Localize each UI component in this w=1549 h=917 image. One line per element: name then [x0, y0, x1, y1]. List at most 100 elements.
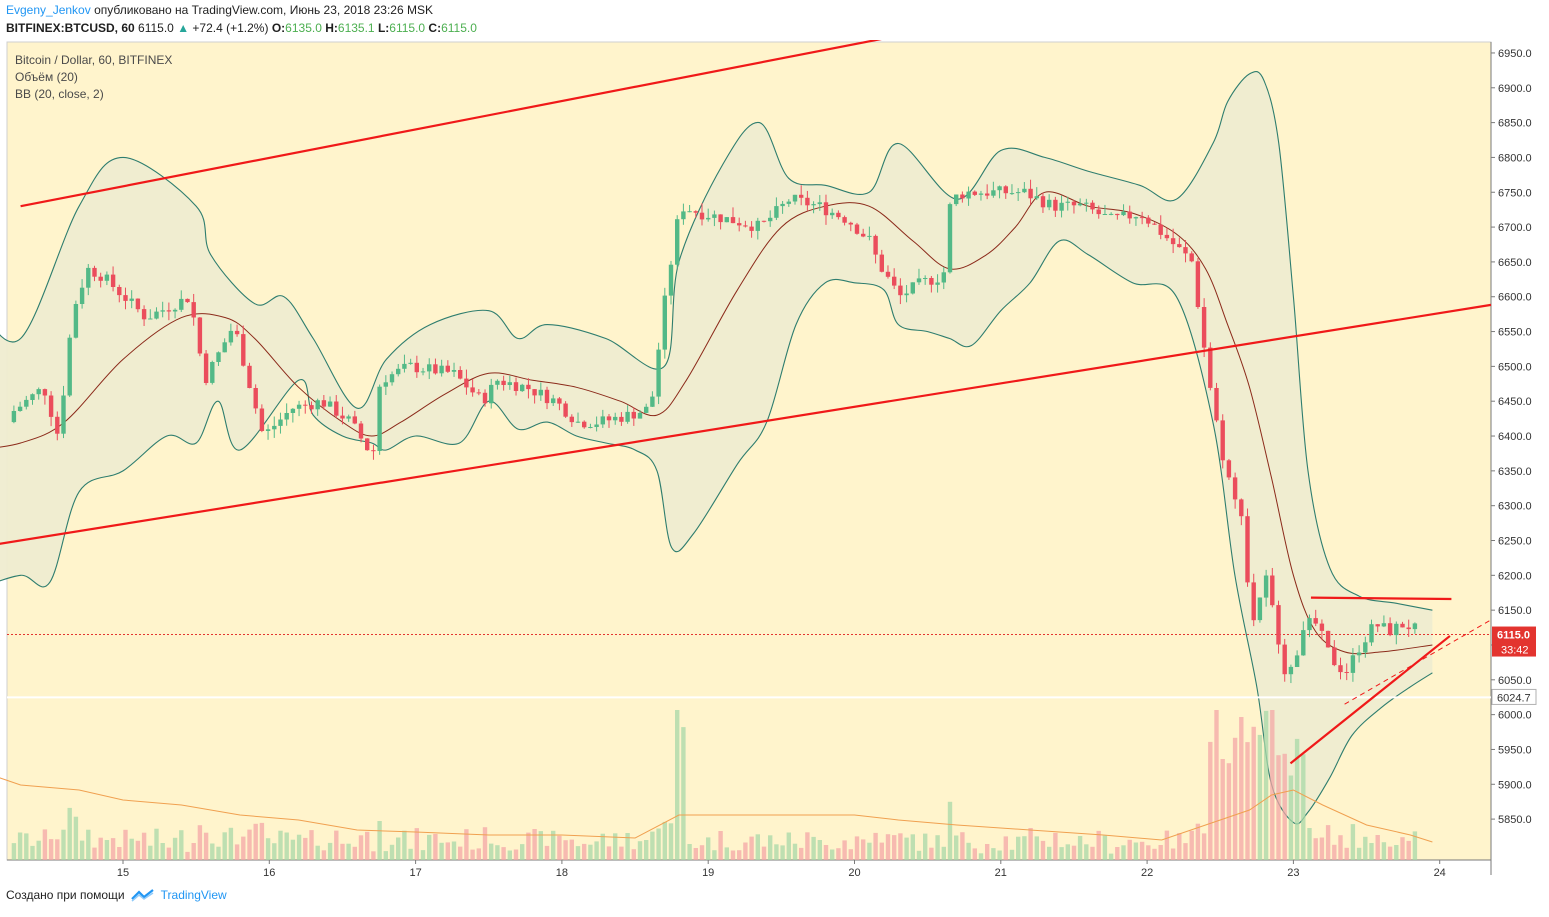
candle [582, 420, 587, 429]
legend-bb[interactable]: BB (20, close, 2) [15, 87, 104, 101]
volume-bar [706, 837, 711, 860]
price-tick-label: 6650.0 [1498, 257, 1532, 269]
candle [222, 338, 227, 353]
candle [104, 271, 110, 286]
candle [346, 414, 351, 422]
candle [1022, 182, 1027, 194]
volume-bar [799, 847, 804, 860]
candle [191, 293, 196, 326]
candle [768, 210, 773, 227]
legend-title[interactable]: Bitcoin / Dollar, 60, BITFINEX [15, 53, 173, 67]
volume-bar [1077, 836, 1083, 860]
candle-body [712, 214, 717, 218]
trendline[interactable] [20, 40, 935, 208]
candle-body [737, 223, 742, 226]
candle-body [284, 413, 289, 420]
candle-body [582, 421, 587, 428]
price-scale[interactable] [1491, 42, 1549, 860]
volume-bar [569, 839, 574, 860]
trendline[interactable] [1289, 635, 1451, 765]
candle [179, 290, 184, 313]
trendlines-layer[interactable] [0, 40, 1492, 765]
last-price-tag-text: 6115.0 [1497, 630, 1530, 642]
footer-text: Создано при помощи [6, 888, 125, 902]
volume-bar [1276, 755, 1281, 860]
candle-body [464, 378, 469, 388]
candle [1319, 619, 1325, 641]
candle [1096, 205, 1101, 219]
candle [1102, 204, 1108, 215]
candle-body [61, 395, 66, 434]
candle-body [637, 412, 643, 419]
volume-bar [1232, 737, 1238, 860]
candle [197, 317, 203, 357]
trendline[interactable] [0, 303, 1492, 548]
candle-body [216, 352, 221, 362]
candle [1332, 640, 1337, 667]
volume-bar [11, 843, 17, 860]
candle [309, 401, 314, 414]
candle-body [1332, 647, 1337, 666]
candle-body [749, 226, 754, 231]
level-price-tag-text: 6024.7 [1497, 692, 1531, 704]
candle [693, 210, 698, 218]
candle-body [929, 278, 934, 285]
candle [594, 416, 599, 432]
candle-body [668, 264, 674, 296]
candle [532, 389, 537, 404]
volume-bar [1363, 836, 1368, 860]
candle [997, 185, 1002, 199]
legend-volume[interactable]: Объём (20) [15, 70, 78, 84]
volume-bar [1189, 830, 1194, 860]
price-tick-label: 5950.0 [1498, 744, 1532, 756]
volume-bar [1121, 845, 1126, 860]
dashed-trendline[interactable] [1344, 619, 1492, 705]
candle [867, 226, 872, 241]
candle-body [743, 225, 748, 227]
volume-bar [427, 834, 432, 860]
price-chart[interactable]: 5850.05900.05950.06000.06050.06100.06150… [0, 40, 1549, 882]
candle-body [885, 271, 891, 277]
volume-bar [495, 845, 500, 860]
candle-body [1394, 623, 1399, 636]
volume-bar [396, 837, 401, 860]
volume-bar [129, 838, 134, 860]
volume-bar [693, 848, 698, 860]
candle-body [272, 425, 277, 430]
candle-body [923, 278, 928, 279]
candle [1344, 663, 1349, 681]
time-tick-label: 22 [1141, 867, 1153, 879]
volume-bar [290, 839, 296, 860]
candle [1028, 179, 1033, 205]
volume-bar [1319, 837, 1325, 860]
candle-body [185, 298, 190, 303]
candle [166, 302, 172, 321]
price-tick-label: 6300.0 [1498, 501, 1532, 513]
candle-body [1102, 214, 1108, 215]
candle [1406, 619, 1411, 637]
volume-bar [55, 839, 60, 860]
volume-bar [836, 848, 841, 860]
candle-body [154, 311, 159, 319]
candle [929, 275, 934, 293]
candle-body [365, 438, 370, 451]
volume-bar [30, 845, 35, 860]
candle [681, 203, 686, 225]
volume-bar [1158, 845, 1163, 860]
volume-bar [972, 848, 977, 860]
volume-bar [1040, 840, 1046, 860]
candle-body [600, 416, 605, 425]
candle-body [427, 364, 432, 372]
candle-body [79, 287, 85, 304]
candle [247, 362, 252, 389]
price-tick-label: 6250.0 [1498, 536, 1532, 548]
trendline[interactable] [1310, 596, 1452, 601]
author-link[interactable]: Evgeny_Jenkov [6, 3, 91, 17]
price-tick-label: 6900.0 [1498, 83, 1532, 95]
volume-bar [222, 832, 227, 860]
candle-body [86, 267, 91, 288]
candle [985, 184, 990, 200]
candle [991, 181, 996, 198]
footer-brand-link[interactable]: TradingView [160, 888, 227, 902]
candle-body [408, 362, 413, 364]
